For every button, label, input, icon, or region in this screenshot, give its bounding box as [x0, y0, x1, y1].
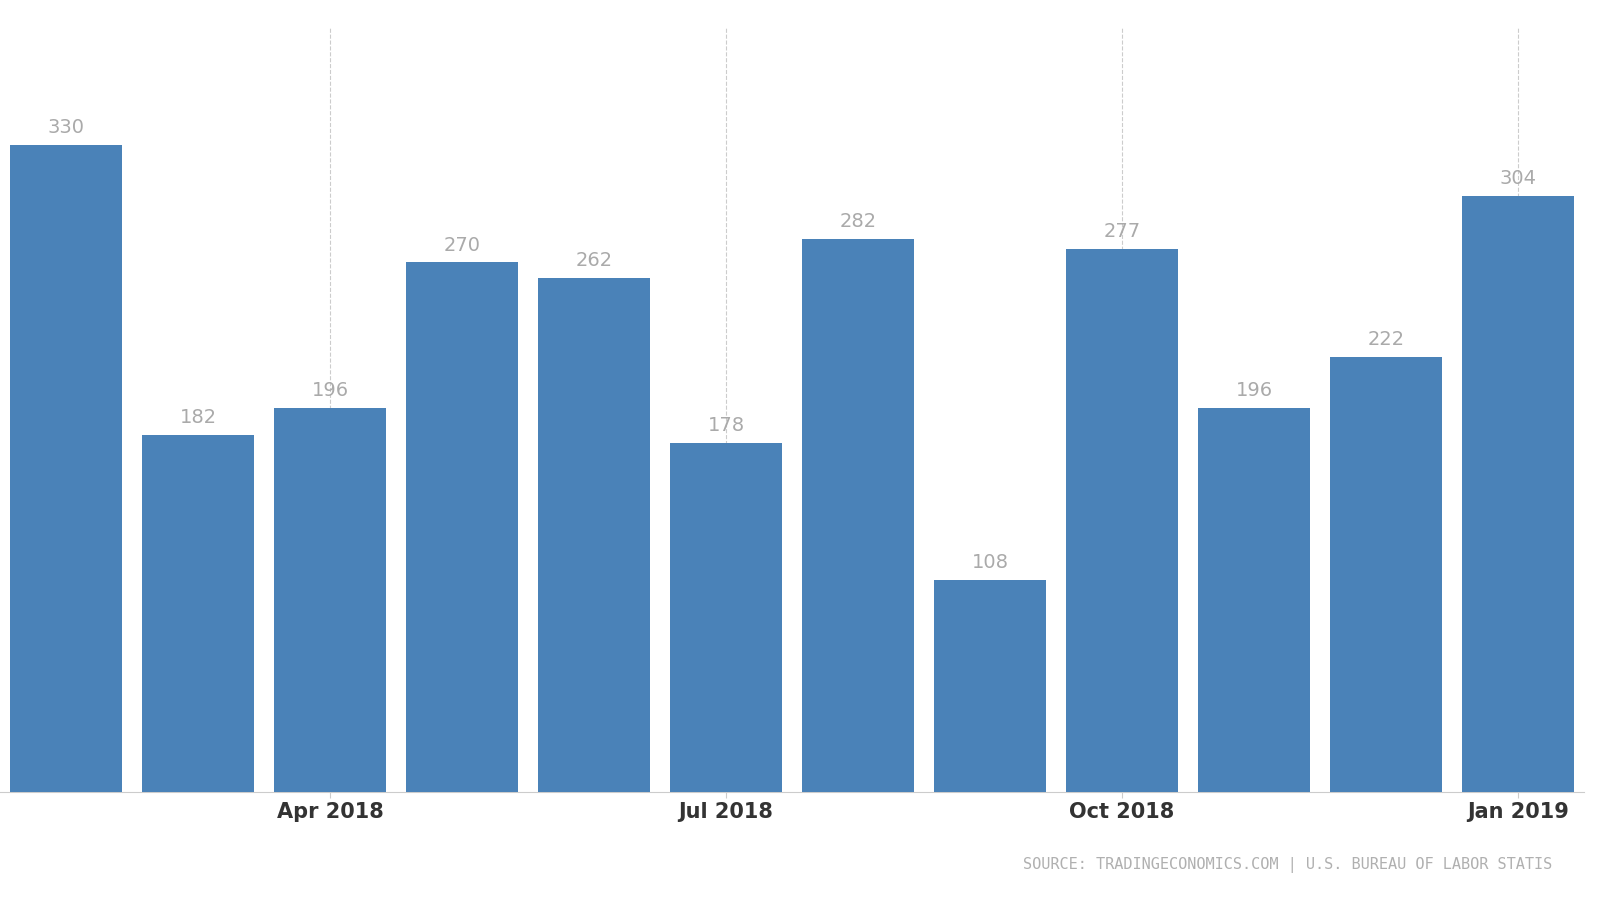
Text: 196: 196	[312, 381, 349, 400]
Bar	[1198, 408, 1310, 792]
Bar	[1330, 356, 1442, 792]
Bar	[10, 145, 122, 792]
Text: 277: 277	[1104, 221, 1141, 241]
Text: 108: 108	[971, 554, 1008, 572]
Bar	[538, 278, 650, 792]
Text: 304: 304	[1499, 169, 1536, 188]
Text: 330: 330	[48, 118, 85, 137]
Bar	[670, 443, 782, 792]
Text: 178: 178	[707, 416, 744, 435]
Text: 182: 182	[179, 409, 216, 428]
Text: 222: 222	[1368, 329, 1405, 348]
Bar	[274, 408, 386, 792]
Bar	[1462, 195, 1574, 792]
Bar	[1066, 248, 1178, 792]
Text: 196: 196	[1235, 381, 1272, 400]
Bar	[802, 238, 914, 792]
Text: SOURCE: TRADINGECONOMICS.COM | U.S. BUREAU OF LABOR STATIS: SOURCE: TRADINGECONOMICS.COM | U.S. BURE…	[1022, 857, 1552, 873]
Text: 270: 270	[443, 236, 480, 255]
Text: 262: 262	[576, 251, 613, 270]
Bar	[934, 580, 1046, 792]
Bar	[406, 263, 518, 792]
Bar	[142, 435, 254, 792]
Text: 282: 282	[840, 212, 877, 231]
